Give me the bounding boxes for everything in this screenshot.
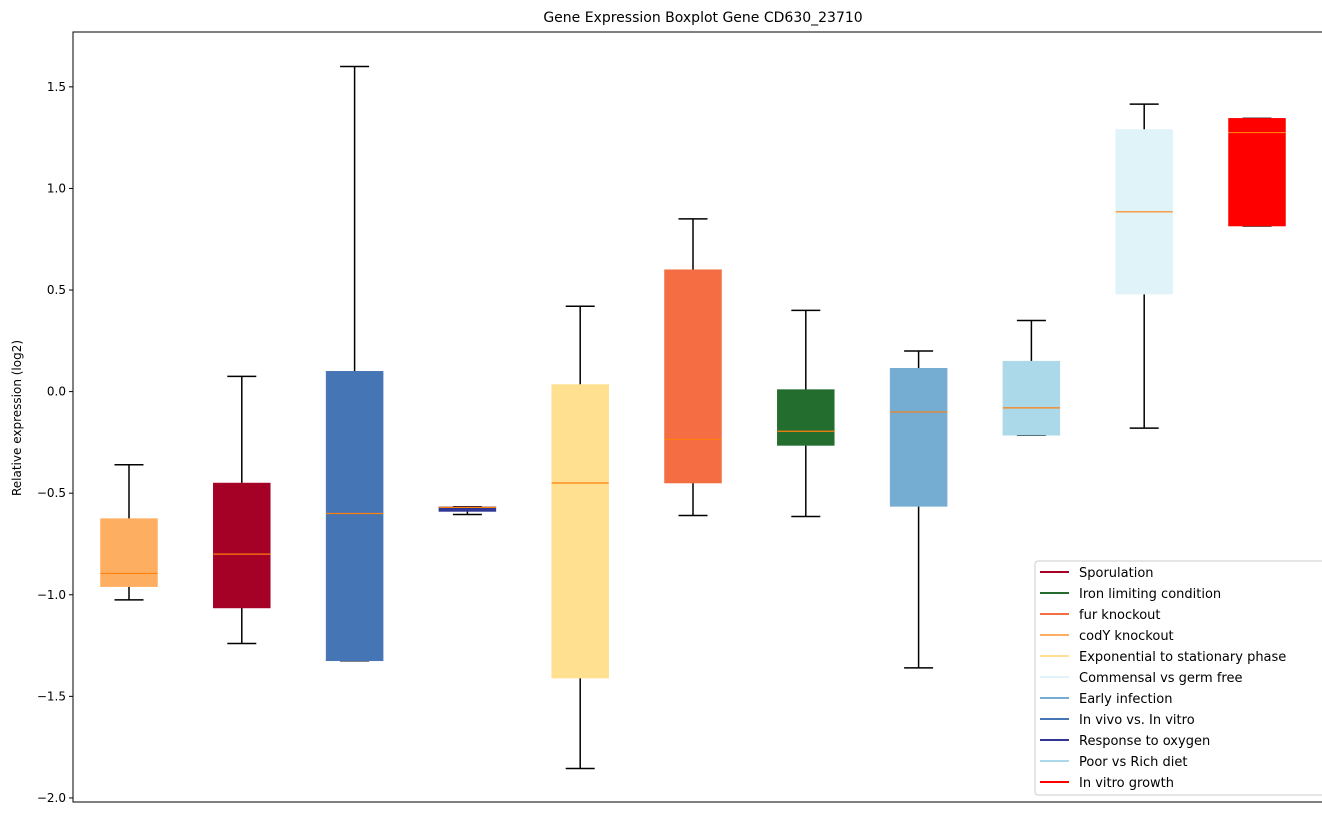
legend-entry: Early infection	[1040, 692, 1172, 707]
legend-label: Poor vs Rich diet	[1079, 755, 1187, 770]
legend-label: Exponential to stationary phase	[1079, 650, 1286, 665]
box-in-vitro-growth	[1228, 117, 1286, 227]
iqr-box	[100, 518, 158, 587]
legend-entry: Sporulation	[1040, 566, 1154, 581]
y-tick-label: 0.0	[47, 385, 66, 399]
box-early-infection	[889, 350, 948, 669]
legend-label: Response to oxygen	[1079, 734, 1210, 749]
legend-frame	[1034, 560, 1322, 796]
box-sporulation	[213, 375, 271, 645]
legend-label: codY knockout	[1079, 629, 1174, 644]
y-tick-label: 0.5	[47, 283, 66, 297]
legend-entry: Exponential to stationary phase	[1040, 650, 1286, 665]
y-tick-label: −1.0	[37, 588, 66, 602]
legend-label: fur knockout	[1079, 608, 1161, 623]
box-iron-limiting-condition	[777, 309, 835, 518]
legend-entry: codY knockout	[1040, 629, 1174, 644]
legend-label: In vitro growth	[1079, 776, 1174, 791]
iqr-box	[551, 384, 609, 679]
y-axis: −2.0 −1.5 −1.0 −0.5 0.0 0.5 1.0 1.5	[37, 80, 73, 805]
legend-label: Iron limiting condition	[1079, 587, 1221, 602]
box-response-to-oxygen	[438, 506, 497, 516]
box-in-vivo-vs-in-vitro	[325, 65, 384, 662]
legend-label: Early infection	[1079, 692, 1172, 707]
legend-entry: Poor vs Rich diet	[1040, 755, 1187, 770]
legend-entry: Iron limiting condition	[1040, 587, 1221, 602]
box-commensal-vs-germ-free	[1115, 103, 1173, 429]
iqr-box	[889, 367, 948, 507]
legend-entry: In vitro growth	[1040, 776, 1174, 791]
legend-entry: fur knockout	[1040, 608, 1161, 623]
y-tick-label: −2.0	[37, 791, 66, 805]
legend-entry: In vivo vs. In vitro	[1040, 713, 1195, 728]
legend: Sporulation Iron limiting condition fur kn…	[1034, 560, 1322, 796]
y-tick-label: −0.5	[37, 486, 66, 500]
y-tick-label: −1.5	[37, 689, 66, 703]
chart-title: Gene Expression Boxplot Gene CD630_23710	[543, 10, 862, 26]
box-poor-vs-rich-diet	[1002, 319, 1061, 437]
box-cody-knockout	[100, 463, 158, 601]
iqr-box	[1002, 360, 1061, 436]
box-exponential-to-stationary-phase	[551, 305, 609, 770]
legend-entry: Commensal vs germ free	[1040, 671, 1242, 686]
y-tick-label: 1.5	[47, 80, 66, 94]
axes-frame	[72, 31, 1322, 803]
legend-label: Commensal vs germ free	[1079, 671, 1242, 686]
legend-label: Sporulation	[1079, 566, 1154, 581]
iqr-box	[777, 389, 835, 446]
plot-area	[100, 65, 1286, 770]
iqr-box	[1228, 118, 1286, 227]
legend-entry: Response to oxygen	[1040, 734, 1210, 749]
iqr-box	[213, 482, 271, 609]
iqr-box	[325, 371, 384, 662]
box-fur-knockout	[664, 218, 722, 517]
iqr-box	[438, 506, 497, 512]
legend-label: In vivo vs. In vitro	[1079, 713, 1195, 728]
y-axis-label: Relative expression (log2)	[10, 340, 24, 496]
iqr-box	[664, 269, 722, 484]
y-tick-label: 1.0	[47, 181, 66, 195]
